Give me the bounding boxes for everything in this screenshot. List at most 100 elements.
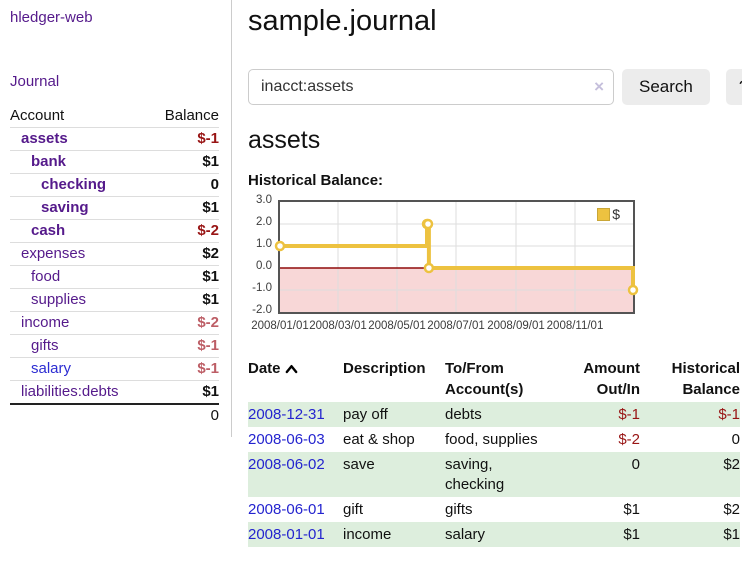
accounts-table: Account Balance assets $-1 bank $1 check… <box>10 105 219 427</box>
transaction-date-link[interactable]: 2008-01-01 <box>248 526 325 543</box>
account-balance: $1 <box>149 150 219 174</box>
account-link[interactable]: income <box>21 314 70 331</box>
account-link[interactable]: food <box>31 268 61 285</box>
historical-balance-chart: 3.0 2.0 1.0 0.0 -1.0 -2.0 $ 2008/01/01 2008/03… <box>248 194 724 336</box>
account-balance: $1 <box>149 288 219 312</box>
hledger-web-app: hledger-web Journal Account Balance asse… <box>0 0 742 547</box>
transaction-row: 2008-12-31 pay off debts $-1 $-1 <box>248 402 740 427</box>
register-table: Date Description To/From Account(s) Amou… <box>248 356 740 547</box>
register-header-amount: Amount Out/In <box>583 360 640 398</box>
transaction-amount: $1 <box>623 501 640 518</box>
transaction-description: income <box>343 522 445 547</box>
account-row: expenses $2 <box>10 242 219 266</box>
transaction-row: 2008-01-01 income salary $1 $1 <box>248 522 740 547</box>
account-link[interactable]: cash <box>31 222 66 239</box>
account-row: income $-2 <box>10 311 219 335</box>
main-content: sample.journal × Search ? assets Histori… <box>232 0 742 547</box>
accounts-total-value: 0 <box>149 403 219 427</box>
account-link[interactable]: expenses <box>21 245 86 262</box>
register-header-row: Date Description To/From Account(s) Amou… <box>248 356 740 402</box>
transaction-description: pay off <box>343 402 445 427</box>
account-balance: $1 <box>149 265 219 289</box>
transaction-accounts: debts <box>445 402 551 427</box>
transaction-amount: 0 <box>551 452 640 497</box>
transaction-balance: $2 <box>723 501 740 518</box>
transaction-balance: $-1 <box>640 402 740 427</box>
account-link[interactable]: bank <box>31 153 67 170</box>
transaction-accounts: saving, checking <box>445 452 551 497</box>
sort-ascending-icon <box>285 365 297 374</box>
search-button[interactable]: Search <box>622 69 710 105</box>
account-row: checking 0 <box>10 173 219 197</box>
app-title-link[interactable]: hledger-web <box>10 9 93 26</box>
transaction-description: save <box>343 452 445 497</box>
transaction-amount: $1 <box>551 522 640 547</box>
account-link[interactable]: gifts <box>31 337 59 354</box>
chart-canvas <box>274 202 639 312</box>
transaction-amount: $-1 <box>551 402 640 427</box>
transaction-amount: $-2 <box>618 431 640 448</box>
register-header-balance: Historical Balance <box>671 360 740 398</box>
series-label: $ <box>612 206 620 222</box>
transaction-balance: $1 <box>640 522 740 547</box>
account-link[interactable]: saving <box>41 199 89 216</box>
clear-search-icon[interactable]: × <box>594 77 604 96</box>
search-input[interactable] <box>248 69 614 105</box>
transaction-accounts: food, supplies <box>445 431 538 448</box>
transaction-row: 2008-06-01 gift gifts $1 $2 <box>248 497 740 522</box>
accounts-total-row: 0 <box>10 403 219 427</box>
transaction-row: 2008-06-02 save saving, checking 0 $2 <box>248 452 740 497</box>
series-swatch-icon <box>597 207 611 221</box>
account-balance: $1 <box>149 380 219 404</box>
y-tick-label: 0.0 <box>256 260 272 272</box>
account-row: salary $-1 <box>10 357 219 381</box>
page-title: sample.journal <box>248 5 437 37</box>
y-tick-label: 1.0 <box>256 238 272 250</box>
account-row: bank $1 <box>10 150 219 174</box>
chart-plot-area: $ <box>274 200 639 314</box>
account-balance: $1 <box>149 196 219 220</box>
transaction-balance: 0 <box>731 431 740 448</box>
chart-x-axis-labels: 2008/01/01 2008/03/01 2008/05/01 2008/07/01… <box>251 320 637 334</box>
y-tick-label: -2.0 <box>252 304 272 316</box>
account-link[interactable]: assets <box>21 130 68 147</box>
chart-title: Historical Balance: <box>248 172 384 189</box>
account-row: gifts $-1 <box>10 334 219 358</box>
account-link[interactable]: liabilities:debts <box>21 383 119 400</box>
transaction-accounts: gifts <box>445 501 473 518</box>
transaction-balance: $2 <box>640 452 740 497</box>
register-header-accounts: To/From Account(s) <box>445 360 524 398</box>
sidebar: hledger-web Journal Account Balance asse… <box>0 0 232 437</box>
account-title: assets <box>248 126 321 154</box>
x-tick-label: 2008/11/01 <box>546 320 604 332</box>
sidebar-item-journal[interactable]: Journal <box>10 73 60 90</box>
x-tick-label: 2008/03/01 <box>309 320 367 332</box>
account-balance: $-1 <box>149 334 219 358</box>
register-header-date[interactable]: Date <box>248 356 343 402</box>
account-balance: $-2 <box>149 219 219 243</box>
accounts-header-row: Account Balance <box>10 105 219 128</box>
x-tick-label: 2008/07/01 <box>427 320 485 332</box>
transaction-accounts: salary <box>445 522 551 547</box>
account-link[interactable]: supplies <box>31 291 87 308</box>
transaction-date-link[interactable]: 2008-06-02 <box>248 456 325 473</box>
account-row: saving $1 <box>10 196 219 220</box>
y-tick-label: 3.0 <box>256 194 272 206</box>
x-tick-label: 2008/05/01 <box>368 320 426 332</box>
account-link[interactable]: salary <box>31 360 72 377</box>
account-balance: $2 <box>149 242 219 266</box>
transaction-date-link[interactable]: 2008-12-31 <box>248 406 325 423</box>
transaction-description: eat & shop <box>343 431 415 448</box>
chart-legend: $ <box>597 206 620 222</box>
transaction-description: gift <box>343 501 364 518</box>
account-balance: 0 <box>149 173 219 197</box>
accounts-header-balance: Balance <box>164 107 219 124</box>
account-link[interactable]: checking <box>41 176 107 193</box>
help-button[interactable]: ? <box>725 69 742 105</box>
account-row: assets $-1 <box>10 127 219 151</box>
accounts-header-account: Account <box>10 107 65 124</box>
y-tick-label: 2.0 <box>256 216 272 228</box>
transaction-date-link[interactable]: 2008-06-01 <box>248 501 325 518</box>
transaction-date-link[interactable]: 2008-06-03 <box>248 431 325 448</box>
account-row: cash $-2 <box>10 219 219 243</box>
